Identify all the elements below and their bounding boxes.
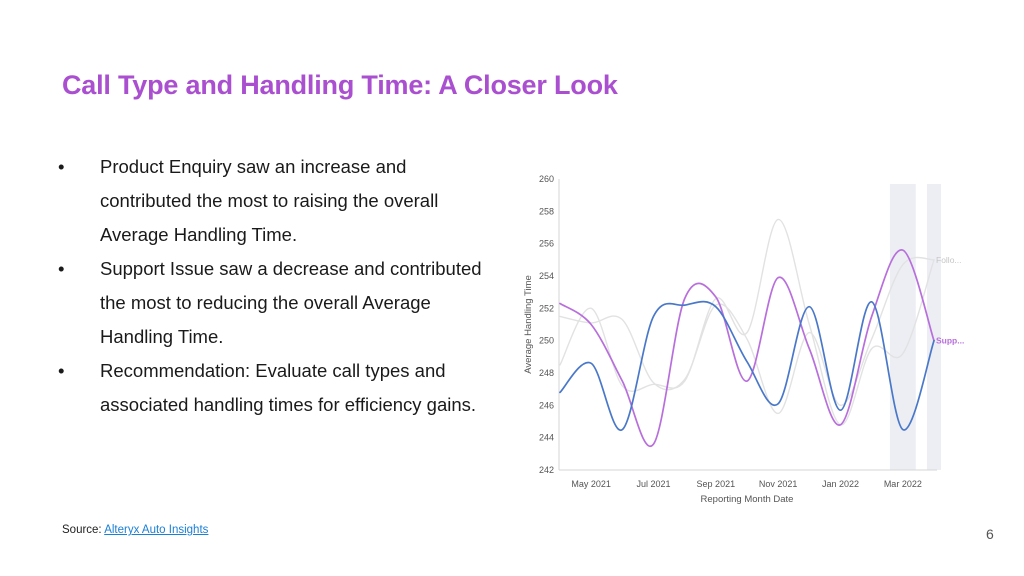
series-line-4 [559, 300, 935, 431]
y-tick-label: 244 [539, 433, 554, 443]
bullet-item: • Product Enquiry saw an increase and co… [58, 150, 498, 252]
x-tick-label: May 2021 [571, 479, 611, 489]
y-tick-label: 242 [539, 465, 554, 475]
x-tick-label: Jan 2022 [822, 479, 859, 489]
bullet-text: Support Issue saw a decrease and contrib… [100, 258, 482, 347]
bullet-text: Recommendation: Evaluate call types and … [100, 360, 477, 415]
source-link[interactable]: Alteryx Auto Insights [104, 524, 209, 536]
x-tick-label: Sep 2021 [697, 479, 736, 489]
source-prefix: Source: [62, 524, 105, 536]
x-tick-label: Mar 2022 [884, 479, 922, 489]
source-note: Source: Alteryx Auto Insights [62, 524, 208, 536]
y-axis-title: Average Handling Time [523, 275, 534, 374]
y-tick-label: 256 [539, 239, 554, 249]
slide-title: Call Type and Handling Time: A Closer Lo… [62, 70, 618, 100]
y-tick-label: 248 [539, 368, 554, 378]
y-tick-label: 250 [539, 336, 554, 346]
series-line-1 [559, 218, 935, 426]
highlight-band [926, 184, 942, 470]
bullet-list: • Product Enquiry saw an increase and co… [58, 150, 498, 422]
line-chart: 242 244 246 248 250 252 254 256 258 260 May 2021 Ju… [523, 174, 964, 505]
bullet-text: Product Enquiry saw an increase and cont… [100, 156, 439, 245]
y-tick-label: 260 [539, 174, 554, 184]
y-tick-label: 252 [539, 303, 554, 313]
series-line-3 [559, 249, 935, 448]
bullet-marker: • [58, 360, 65, 381]
series-end-label: Follo... [936, 255, 962, 265]
x-axis-title: Reporting Month Date [701, 494, 794, 505]
y-tick-label: 258 [539, 206, 554, 216]
page-number: 6 [986, 526, 994, 542]
y-tick-label: 254 [539, 271, 554, 281]
bullet-item: • Recommendation: Evaluate call types an… [58, 354, 498, 422]
x-tick-label: Jul 2021 [636, 479, 670, 489]
y-tick-label: 246 [539, 400, 554, 410]
bullet-marker: • [58, 258, 65, 279]
series-end-label: Supp... [936, 336, 964, 346]
bullet-item: • Support Issue saw a decrease and contr… [58, 252, 498, 354]
x-tick-label: Nov 2021 [759, 479, 798, 489]
bullet-marker: • [58, 156, 65, 177]
highlight-band [889, 184, 916, 470]
series-line-2 [559, 256, 935, 415]
